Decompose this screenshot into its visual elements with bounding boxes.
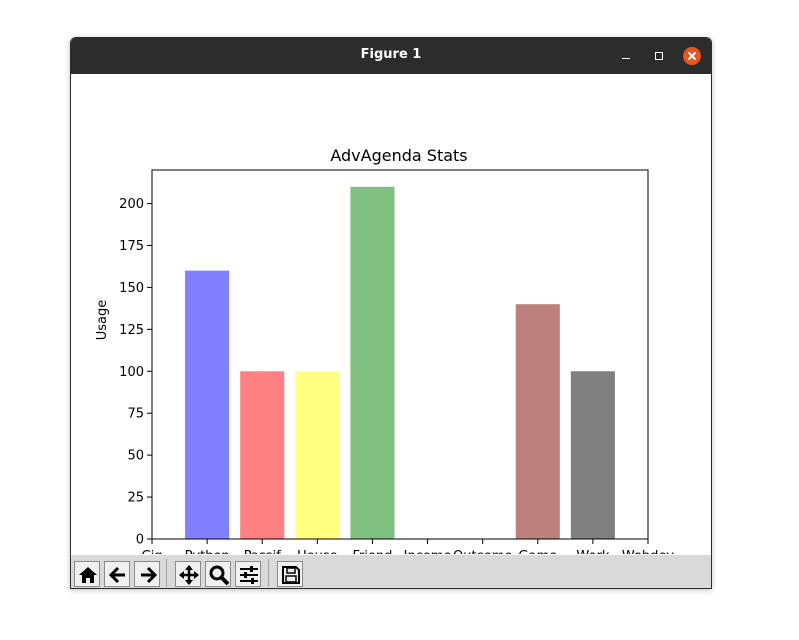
bar-friend <box>350 186 395 539</box>
chart-title: AdvAgenda Stats <box>330 146 467 165</box>
x-tick-label-passif: Passif <box>244 549 281 554</box>
y-tick-label: 50 <box>127 449 144 464</box>
y-tick-label: 75 <box>127 407 144 422</box>
y-tick-label: 150 <box>119 281 144 296</box>
x-tick-label-cig: Cig <box>142 549 163 554</box>
window-title: Figure 1 <box>360 47 422 62</box>
floppy-disk-icon <box>282 566 300 584</box>
x-tick-label-outcome: Outcome <box>453 549 512 554</box>
magnifier-icon <box>209 565 230 586</box>
close-button[interactable] <box>683 47 701 65</box>
y-tick-label: 175 <box>119 239 144 254</box>
home-button[interactable] <box>74 561 100 587</box>
forward-button[interactable] <box>134 561 160 587</box>
arrow-right-icon <box>141 566 158 584</box>
x-tick-label-game: Game <box>518 549 557 554</box>
bar-chart: AdvAgenda Stats Usage 0 25 50 75 100 125 150 17… <box>95 146 675 554</box>
x-tick-label-python: Python <box>185 549 230 554</box>
minimize-button[interactable] <box>617 47 635 65</box>
arrow-left-icon <box>108 566 125 584</box>
bar-game <box>515 304 560 539</box>
save-button[interactable] <box>277 561 303 587</box>
x-tick-label-income: Income <box>404 549 452 554</box>
y-tick-label: 125 <box>119 323 144 338</box>
y-tick-label: 100 <box>119 365 144 380</box>
y-axis-label: Usage <box>95 300 110 341</box>
pan-button[interactable] <box>175 561 201 587</box>
navigation-toolbar <box>71 555 711 588</box>
figure-canvas[interactable]: AdvAgenda Stats Usage 0 25 50 75 100 125 150 17… <box>71 74 711 554</box>
x-tick-label-house: House <box>297 549 338 554</box>
x-tick-label-work: Work <box>576 549 609 554</box>
home-icon <box>79 567 97 583</box>
figure-window: Figure 1 AdvAgenda Stats Usage 0 25 50 75 10… <box>70 37 712 589</box>
x-axis-ticks: Cig Python Passif House Friend IncomeOutcome G… <box>142 539 675 554</box>
plot-frame <box>151 169 649 540</box>
bar-passif <box>240 371 285 539</box>
back-button[interactable] <box>104 561 130 587</box>
bar-work <box>570 371 615 539</box>
y-axis-ticks: 0 25 50 75 100 125 150 175 200 <box>119 197 152 548</box>
toolbar-separator <box>268 559 269 587</box>
toolbar-separator <box>166 559 167 587</box>
maximize-button[interactable] <box>650 47 668 65</box>
y-tick-label: 200 <box>119 197 144 212</box>
configure-subplots-button[interactable] <box>235 561 261 587</box>
title-bar[interactable]: Figure 1 <box>71 38 711 74</box>
bar-house <box>295 371 340 539</box>
move-icon <box>179 565 199 585</box>
x-tick-label-webdev: Webdev <box>622 549 675 554</box>
y-tick-label: 25 <box>127 491 144 506</box>
bars-group <box>185 186 615 539</box>
y-tick-label: 0 <box>136 533 144 548</box>
sliders-icon <box>240 566 258 584</box>
bar-python <box>185 270 230 539</box>
zoom-button[interactable] <box>205 561 231 587</box>
x-tick-label-friend: Friend <box>352 549 392 554</box>
